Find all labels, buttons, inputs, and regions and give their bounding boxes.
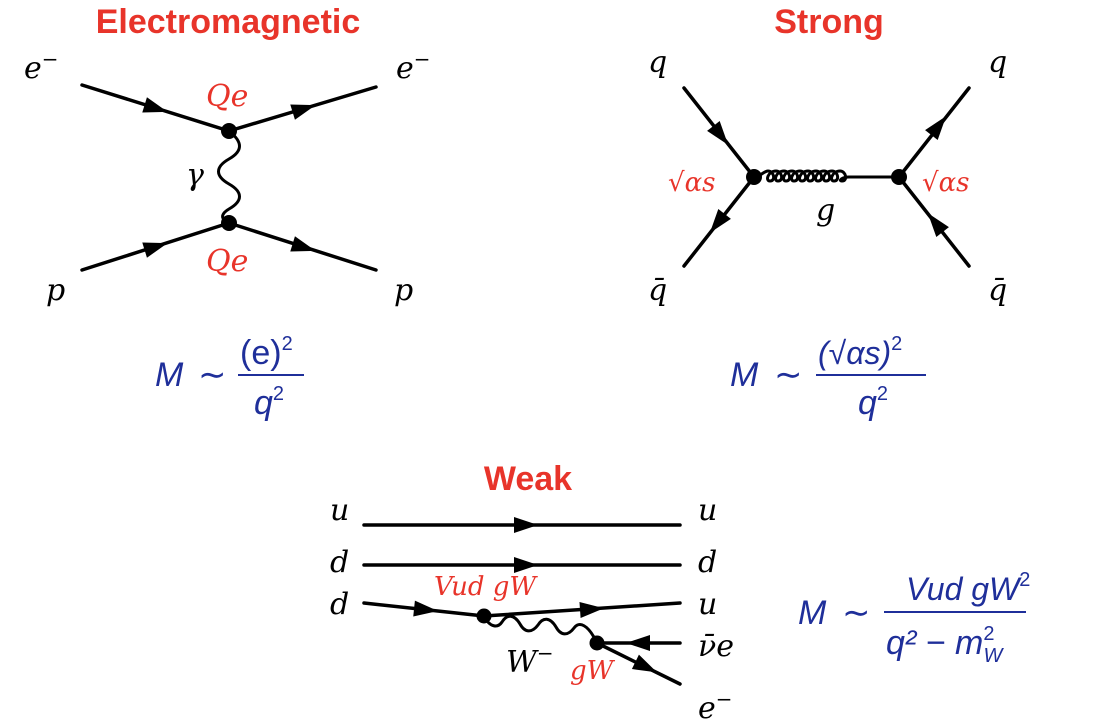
em-label-e-in: e− [24,47,59,86]
em-vertex-top [221,123,237,139]
weak-label-d-in-2: d [330,587,349,622]
strong-coupling-right: √αs [922,168,969,198]
strong-formula-lhs: M [730,356,759,394]
em-arrow-3 [142,235,170,258]
em-title: Electromagnetic [96,3,361,41]
em-formula-lhs: M [155,356,184,394]
em-formula-numerator: (e)2 [240,333,293,372]
em-formula-sim: ∼ [198,356,227,394]
em-amplitude-formula: M ∼ (e)2 q2 [155,333,304,422]
em-formula-denominator: q2 [254,383,284,422]
weak-formula-numerator: Vud gW2 [906,569,1030,607]
strong-vertex-left [746,169,762,185]
strong-label-qbar-out: q̄ [988,273,1007,308]
em-coupling-top: Qe [206,79,248,114]
weak-label-electron: e− [698,687,733,721]
weak-label-u-out-1: u [698,493,717,528]
em-label-e-out: e− [396,47,431,86]
weak-formula-lhs: M [798,594,827,632]
strong-amplitude-formula: M ∼ (√αs)2 q2 [730,333,926,422]
weak-arrow-4 [579,600,605,618]
weak-arrow-1 [514,517,538,533]
weak-vertex-right [589,635,605,651]
weak-arrow-2 [514,557,538,573]
weak-arrow-3 [413,600,439,620]
strong-label-q-in: q [648,45,667,80]
strong-label-q-out: q [988,45,1007,80]
weak-label-u-in: u [330,493,349,528]
weak-amplitude-formula: M ∼ Vud gW2 q² − m2 W [798,569,1030,667]
em-label-photon: γ [186,158,204,193]
em-vertex-bottom [221,215,237,231]
weak-label-d-out: d [698,545,717,580]
weak-formula-sim: ∼ [842,594,871,632]
strong-gluon-propagator [753,169,899,183]
weak-diagram: Weak u d d u d u ν̄e e− W− Vud gW gW M ∼… [330,460,1030,721]
strong-formula-sim: ∼ [774,356,803,394]
weak-arrow-5 [626,635,650,651]
em-arrow-4 [290,236,318,259]
strong-coupling-left: √αs [668,168,715,198]
weak-coupling-left: Vud gW [434,572,538,602]
em-coupling-bottom: Qe [206,244,248,279]
strong-label-gluon: g [816,193,835,228]
weak-formula-denominator: q² − m2 W [886,623,1004,667]
weak-w-propagator [482,614,599,644]
strong-label-qbar-in: q̄ [648,273,667,308]
weak-label-w: W− [506,641,554,680]
em-arrow-2 [290,97,318,120]
weak-arrow-6 [631,654,661,680]
strong-formula-numerator: (√αs)2 [818,333,902,371]
strong-title: Strong [774,3,884,41]
weak-vertex-left [476,608,492,624]
em-label-p-out: p [394,273,413,308]
em-label-p-in: p [46,273,65,308]
em-arrow-1 [142,97,170,120]
strong-vertex-right [891,169,907,185]
strong-diagram: Strong q q q̄ q̄ g √αs √αs M ∼ (√αs)2 q2 [648,3,1007,422]
weak-title: Weak [484,460,572,498]
weak-label-nubar: ν̄e [698,629,734,664]
weak-label-u-out-2: u [698,587,717,622]
strong-formula-denominator: q2 [858,383,888,422]
weak-label-d-in-1: d [330,545,349,580]
weak-coupling-right: gW [570,656,616,686]
electromagnetic-diagram: Electromagnetic e− e− p p γ Qe Qe M ∼ (e… [24,3,431,422]
em-photon-propagator [217,129,241,225]
